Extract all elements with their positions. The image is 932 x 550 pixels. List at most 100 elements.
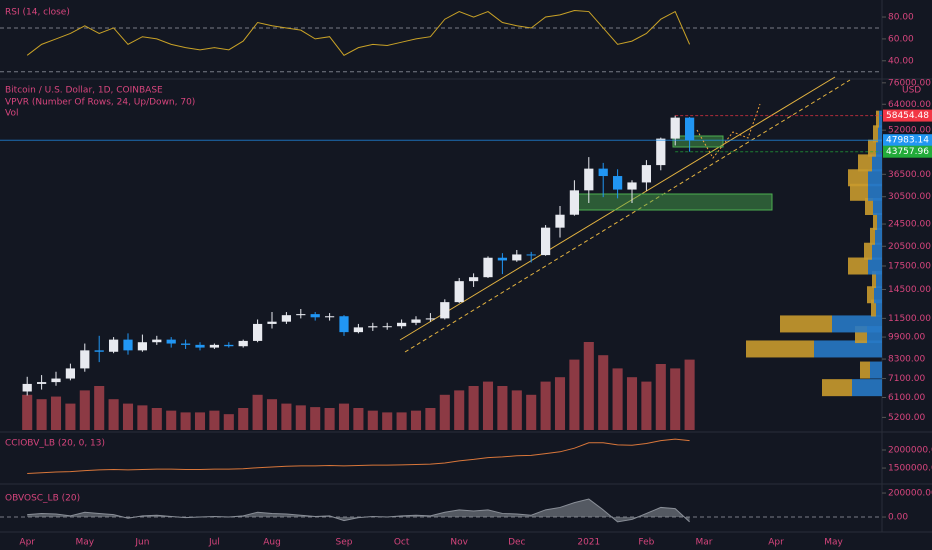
volume-bar xyxy=(281,403,292,430)
y-tick-label: 14500.00 xyxy=(888,285,931,295)
profile-down xyxy=(873,213,877,231)
candle-body xyxy=(656,138,666,166)
y-tick-label: 80.00 xyxy=(888,13,914,23)
candle-body xyxy=(526,254,536,256)
candle-body xyxy=(684,117,695,141)
candle-body xyxy=(396,322,407,327)
projection-path xyxy=(696,103,761,159)
x-tick-label: Feb xyxy=(638,538,654,548)
profile-up xyxy=(875,227,882,245)
volume-bar xyxy=(324,408,335,430)
candle-body xyxy=(598,168,608,177)
y-tick-label: 36500.00 xyxy=(888,170,931,180)
candle-body xyxy=(137,342,148,351)
rsi-title: RSI (14, close) xyxy=(5,8,70,18)
line xyxy=(27,498,690,523)
x-tick-label: Sep xyxy=(336,538,353,548)
y-tick-label: 6100.00 xyxy=(888,393,925,403)
profile-down xyxy=(848,169,868,187)
volume-bar xyxy=(252,394,263,430)
volume-bar xyxy=(670,368,681,430)
profile-down xyxy=(858,154,872,172)
y-tick-label: 40.00 xyxy=(888,56,914,66)
vol-title: Vol xyxy=(5,109,18,119)
volume-bar xyxy=(194,412,206,430)
y-tick-label: 2000000.00 xyxy=(888,445,932,455)
x-tick-label: Jul xyxy=(208,538,220,548)
volume-bar xyxy=(540,381,551,430)
volume-bar xyxy=(497,386,508,430)
volume-bar xyxy=(410,410,422,430)
profile-up xyxy=(878,125,882,143)
x-tick-label: Oct xyxy=(394,538,410,548)
x-tick-label: Apr xyxy=(19,538,35,548)
y-tick-label: 1500000.00 xyxy=(888,464,932,474)
candle-body xyxy=(209,344,220,348)
profile-down xyxy=(822,379,852,397)
price-badge xyxy=(883,145,932,158)
candle-body xyxy=(310,314,320,318)
x-tick-label: Mar xyxy=(696,538,713,548)
candle-body xyxy=(267,321,277,324)
trend-line-dashed xyxy=(404,79,851,353)
obvosc-title: OBVOSC_LB (20) xyxy=(5,494,80,504)
profile-down xyxy=(870,227,875,245)
profile-down xyxy=(872,271,876,289)
profile-down xyxy=(873,125,878,143)
profile-down xyxy=(780,315,832,333)
volume-bar xyxy=(166,410,177,430)
candle-body xyxy=(22,383,32,392)
candle-body xyxy=(353,327,364,333)
profile-down xyxy=(848,257,868,275)
volume-bar xyxy=(50,396,62,430)
profile-up xyxy=(876,271,882,289)
volume-bar xyxy=(583,342,594,430)
profile-down xyxy=(865,197,873,215)
price-badge xyxy=(883,109,932,122)
volume-bar xyxy=(108,399,119,430)
candle-body xyxy=(454,281,464,303)
candle-body xyxy=(238,340,248,347)
area xyxy=(27,499,690,522)
candle-body xyxy=(252,323,263,341)
candle-body xyxy=(123,339,133,351)
candle-body xyxy=(670,117,680,139)
profile-down xyxy=(860,361,870,379)
y-tick-label: 76000.00 xyxy=(888,78,931,88)
x-tick-label: Aug xyxy=(263,538,281,548)
volume-bar xyxy=(468,386,479,430)
volume-bar xyxy=(641,381,652,430)
price-badge-label: 58454.48 xyxy=(886,111,929,121)
y-tick-label: 17500.00 xyxy=(888,262,931,272)
price-badge-label: 47983.14 xyxy=(886,136,929,146)
volume-bar xyxy=(454,390,465,430)
candle-body xyxy=(324,316,335,318)
volume-bar xyxy=(36,399,47,430)
candle-body xyxy=(281,315,292,322)
volume-bar xyxy=(554,377,566,430)
volume-bar xyxy=(122,403,134,430)
volume-bar xyxy=(439,394,450,430)
candle-body xyxy=(569,190,580,215)
profile-up xyxy=(873,197,882,215)
currency: USD xyxy=(902,86,921,96)
profile-up xyxy=(876,139,882,157)
profile-up xyxy=(832,315,882,333)
candle-body xyxy=(483,257,493,278)
profile-up xyxy=(868,183,882,201)
candle-body xyxy=(36,382,47,384)
candle-body xyxy=(555,214,565,228)
zone-box xyxy=(672,135,724,148)
volume-bar xyxy=(65,403,76,430)
profile-down xyxy=(864,242,872,260)
profile-up xyxy=(868,169,882,187)
volume-bar xyxy=(223,414,234,430)
volume-bar xyxy=(79,390,90,430)
candle-body xyxy=(296,314,306,316)
volume-bar xyxy=(209,410,220,430)
x-tick-label: Apr xyxy=(768,538,784,548)
volume-bar xyxy=(310,407,321,430)
volume-bar xyxy=(482,381,494,430)
